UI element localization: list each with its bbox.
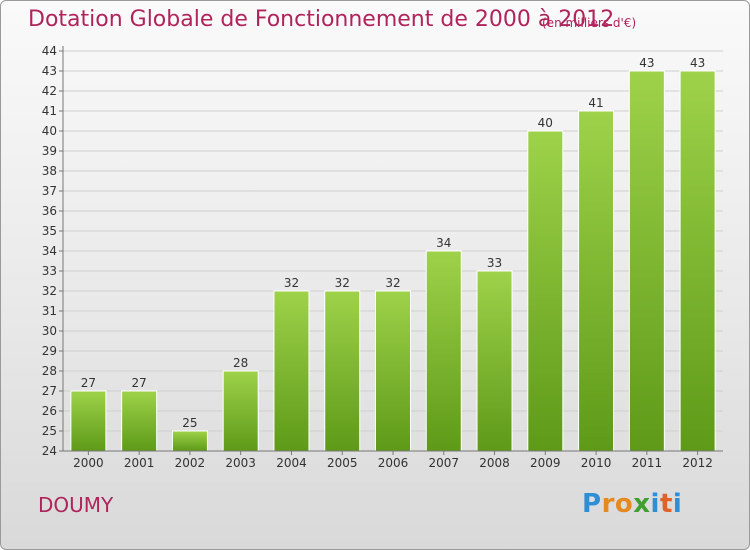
bar-value-label: 27 [81, 376, 96, 390]
y-tick-label: 35 [42, 224, 57, 238]
bar [425, 250, 462, 452]
bar [273, 290, 310, 452]
y-tick-label: 44 [42, 44, 57, 58]
y-tick-label: 36 [42, 204, 57, 218]
bar-value-label: 43 [690, 56, 705, 70]
y-tick-label: 39 [42, 144, 57, 158]
y-tick-label: 24 [42, 444, 57, 458]
x-tick-label: 2006 [378, 456, 409, 470]
x-tick-label: 2012 [682, 456, 713, 470]
x-tick-label: 2009 [530, 456, 561, 470]
y-axis: 24 25 26 27 28 29 30 31 32 33 34 35 36 37 38 39 40 41 42 43… [42, 44, 64, 458]
bar-value-label: 34 [436, 236, 451, 250]
x-tick-label: 2008 [479, 456, 510, 470]
x-tick-label: 2007 [428, 456, 459, 470]
bar-value-label: 27 [132, 376, 147, 390]
bar-value-label: 33 [487, 256, 502, 270]
logo-letter: r [601, 489, 615, 519]
bar [375, 290, 411, 452]
bar-value-label: 28 [233, 356, 248, 370]
x-tick-label: 2003 [225, 456, 256, 470]
logo-letter: i [650, 489, 660, 519]
bar [222, 370, 259, 452]
y-tick-label: 38 [42, 164, 57, 178]
logo-letter: i [672, 489, 683, 519]
x-tick-label: 2002 [175, 456, 206, 470]
y-tick-label: 37 [42, 184, 57, 198]
y-tick-label: 33 [42, 264, 57, 278]
y-tick-label: 40 [42, 124, 57, 138]
bar-value-label: 32 [284, 276, 299, 290]
bar [578, 110, 615, 452]
x-tick-label: 2001 [124, 456, 155, 470]
bar-value-label: 25 [182, 416, 197, 430]
bar [476, 270, 513, 452]
y-tick-label: 41 [42, 104, 57, 118]
bar-value-label: 43 [639, 56, 654, 70]
y-tick-label: 26 [42, 404, 57, 418]
proxiti-logo: Proxiti [582, 489, 682, 519]
x-axis: 2000 2001 2002 2003 2004 2005 2006 2007 2008 2009… [63, 450, 723, 470]
bar [628, 70, 665, 452]
x-tick-label: 2004 [276, 456, 307, 470]
bar [171, 430, 208, 452]
y-tick-label: 27 [42, 384, 57, 398]
chart-title: Dotation Globale de Fonctionnement de 20… [28, 7, 615, 32]
y-tick-label: 32 [42, 284, 57, 298]
logo-letter: P [582, 489, 602, 519]
y-tick-label: 42 [42, 84, 57, 98]
x-tick-label: 2005 [327, 456, 358, 470]
y-tick-label: 29 [42, 344, 57, 358]
bar [324, 290, 361, 452]
bar [70, 390, 107, 452]
bar-value-label: 40 [538, 116, 553, 130]
bar [527, 130, 564, 452]
unit-label: (en milliers d'€) [542, 16, 637, 30]
x-tick-label: 2000 [73, 456, 104, 470]
y-tick-label: 34 [42, 244, 57, 258]
x-tick-label: 2010 [581, 456, 612, 470]
x-tick-label: 2011 [632, 456, 663, 470]
logo-letter: x [633, 489, 651, 519]
bar-value-label: 32 [385, 276, 400, 290]
commune-name: DOUMY [38, 493, 114, 517]
bar-value-label: 32 [335, 276, 350, 290]
bars: 27 27 25 28 32 32 32 34 33 40 41 43 43 [70, 56, 716, 452]
bar [121, 390, 158, 452]
y-tick-label: 31 [42, 304, 57, 318]
bar [679, 70, 716, 452]
y-tick-label: 28 [42, 364, 57, 378]
logo-letter: o [614, 489, 634, 519]
bar-value-label: 41 [588, 96, 603, 110]
y-tick-label: 25 [42, 424, 57, 438]
y-tick-label: 30 [42, 324, 57, 338]
y-tick-label: 43 [42, 64, 57, 78]
logo-letter: t [659, 489, 673, 519]
